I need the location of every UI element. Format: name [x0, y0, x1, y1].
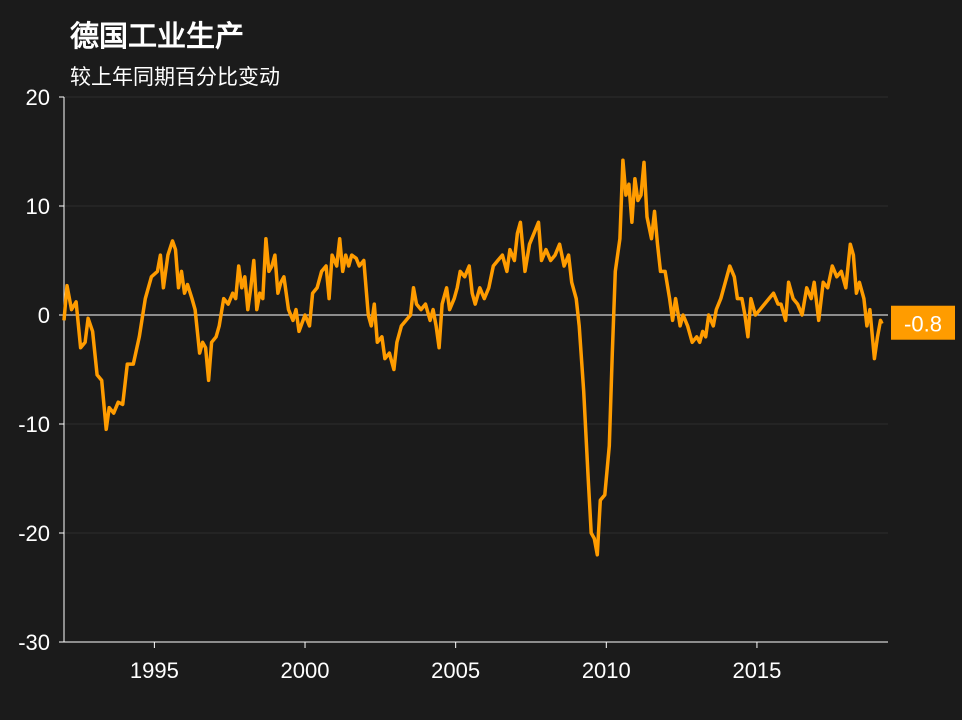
x-tick-label: 2010 [582, 658, 631, 683]
y-tick-label: -30 [18, 630, 50, 655]
y-tick-label: -10 [18, 412, 50, 437]
last-value-badge [891, 305, 955, 340]
x-tick-label: 2000 [281, 658, 330, 683]
chart-title: 德国工业生产 [70, 20, 244, 53]
chart-subtitle: 较上年同期百分比变动 [70, 66, 280, 89]
x-tick-label: 1995 [130, 658, 179, 683]
y-tick-label: 0 [38, 303, 50, 328]
x-tick-label: 2005 [431, 658, 480, 683]
data-line [62, 158, 884, 557]
x-tick-label: 2015 [732, 658, 781, 683]
y-tick-label: 10 [26, 194, 50, 219]
y-tick-label: -20 [18, 521, 50, 546]
last-value-label: -0.8 [904, 312, 942, 337]
y-tick-label: 20 [26, 85, 50, 110]
